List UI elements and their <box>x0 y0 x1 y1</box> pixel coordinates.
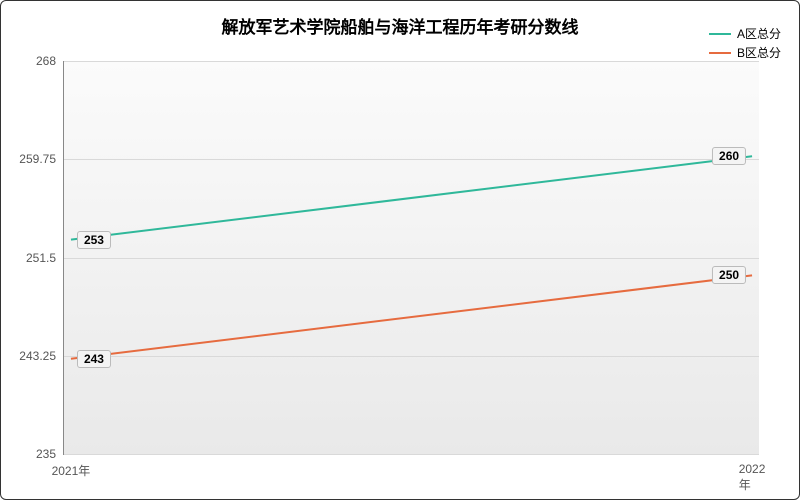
x-tick-label: 2022年 <box>739 454 766 493</box>
legend-label: A区总分 <box>737 25 781 42</box>
chart-container: 解放军艺术学院船舶与海洋工程历年考研分数线 A区总分 B区总分 235 243.… <box>0 0 800 500</box>
legend-item: A区总分 <box>709 25 781 42</box>
lines-svg <box>64 61 759 454</box>
point-label: 243 <box>77 350 111 368</box>
point-label: 250 <box>712 266 746 284</box>
gridline <box>64 454 759 455</box>
y-tick-label: 243.25 <box>19 349 64 363</box>
legend-swatch-0 <box>709 33 731 35</box>
plot-area: 235 243.25 251.5 259.75 268 2021年 2022年 … <box>63 61 759 455</box>
x-tick-label: 2021年 <box>52 454 91 479</box>
series-line-0 <box>71 156 752 239</box>
point-label: 260 <box>712 147 746 165</box>
legend: A区总分 B区总分 <box>709 25 781 63</box>
y-tick-label: 268 <box>36 54 64 68</box>
legend-swatch-1 <box>709 52 731 54</box>
y-tick-label: 259.75 <box>19 152 64 166</box>
series-line-1 <box>71 275 752 358</box>
chart-title: 解放军艺术学院船舶与海洋工程历年考研分数线 <box>1 13 799 38</box>
legend-label: B区总分 <box>737 44 781 61</box>
legend-item: B区总分 <box>709 44 781 61</box>
y-tick-label: 251.5 <box>26 251 64 265</box>
point-label: 253 <box>77 231 111 249</box>
